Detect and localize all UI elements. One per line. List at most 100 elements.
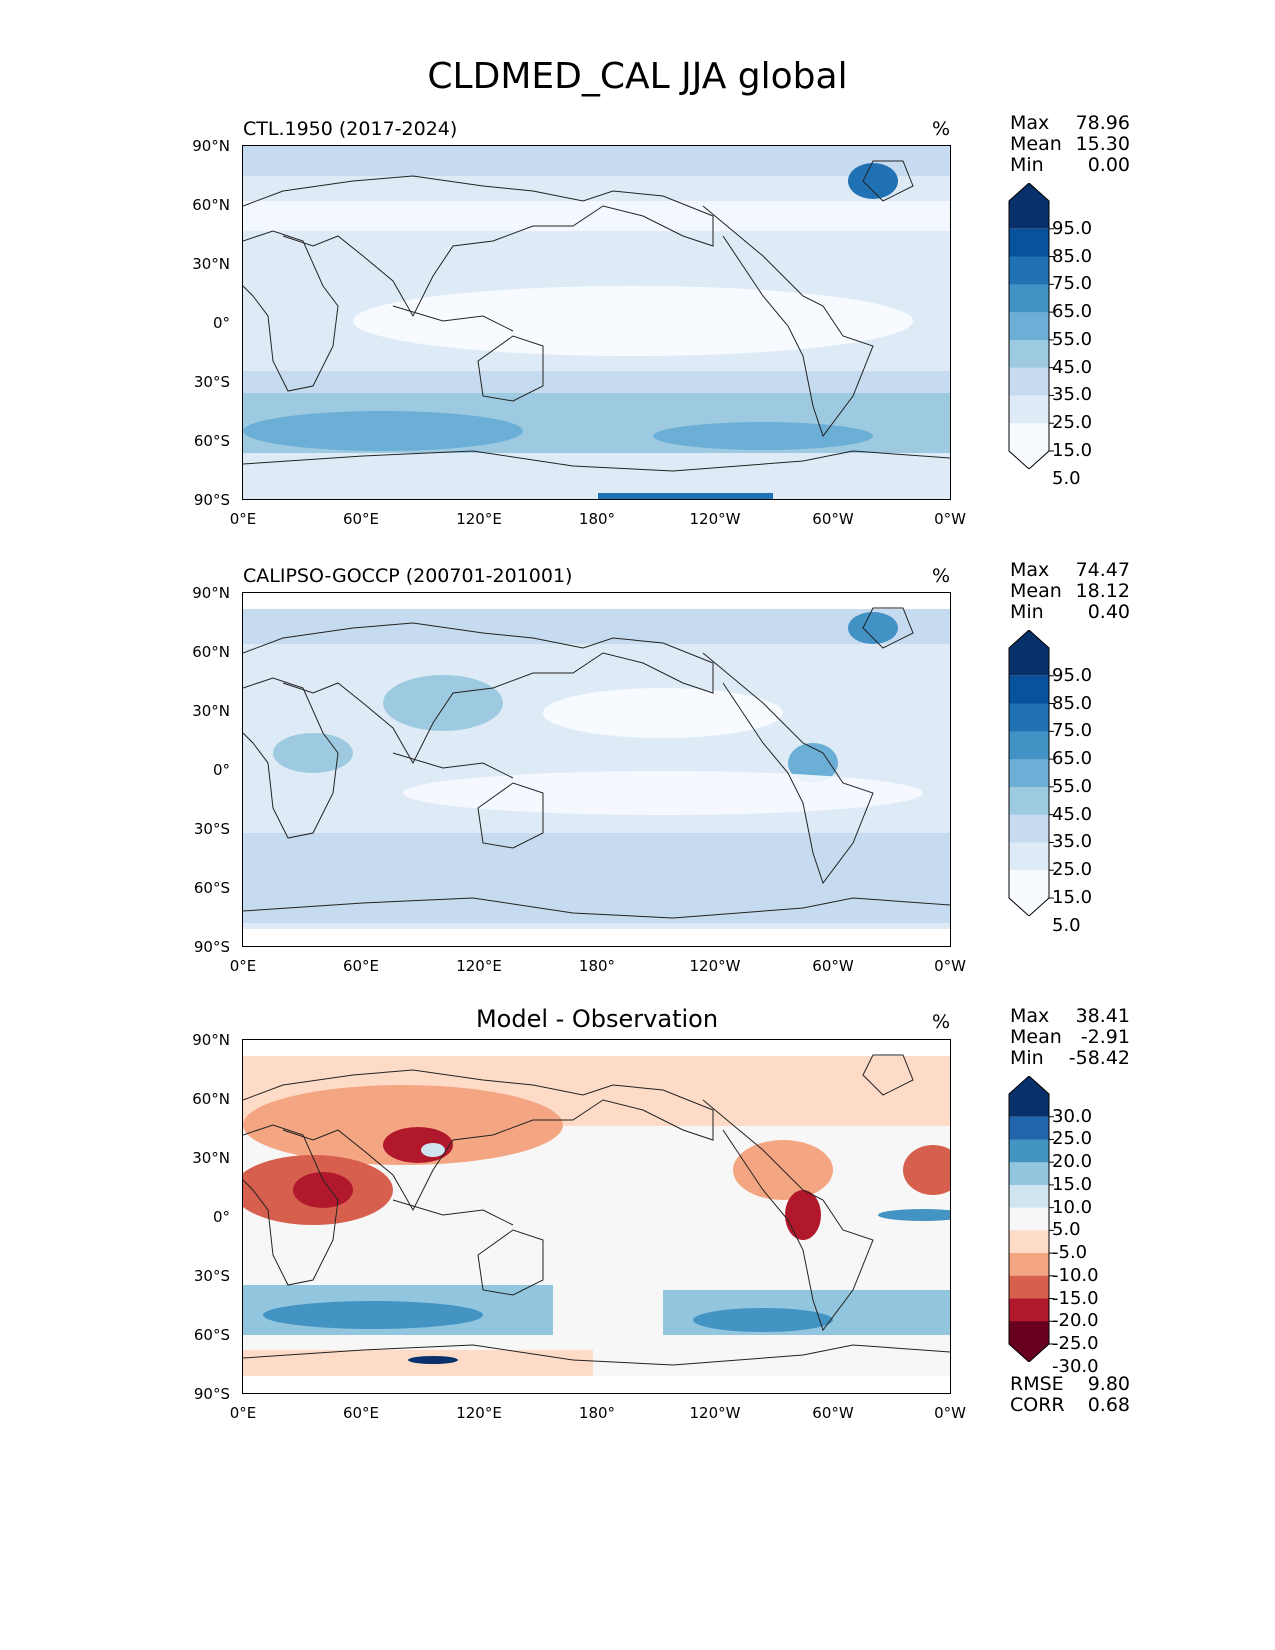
stat-min-label: Min xyxy=(1010,154,1044,176)
colorbar-swatch xyxy=(1009,256,1049,285)
colorbar-label: 55.0 xyxy=(1052,328,1093,350)
lat-tick: 0° xyxy=(212,1208,230,1226)
lon-tick: 120°E xyxy=(456,957,502,975)
lat-tick: 60°N xyxy=(192,1090,230,1108)
lon-tick: 60°E xyxy=(342,957,380,975)
tropical-clear-zone xyxy=(353,286,913,356)
rmse-label: RMSE xyxy=(1010,1373,1064,1395)
lat-tick: 90°S xyxy=(193,938,230,956)
stat-mean-label: Mean xyxy=(1010,1026,1062,1048)
colorbar-swatch xyxy=(1009,284,1049,313)
stat-max-label: Max xyxy=(1010,1005,1050,1027)
lat-tick: 30°N xyxy=(192,1149,230,1167)
atlantic-negative-band xyxy=(878,1209,950,1221)
colorbar-label: 45.0 xyxy=(1052,803,1093,825)
map-plot xyxy=(242,145,951,500)
storm-track-core-indian xyxy=(243,411,523,451)
corr-value: 0.68 xyxy=(1087,1394,1130,1416)
stats-block: Max 74.47 Mean 18.12 Min 0.40 xyxy=(1010,559,1130,623)
lon-tick: 60°E xyxy=(342,1404,380,1422)
colorbar-label: 75.0 xyxy=(1052,720,1093,742)
andes-bias-core xyxy=(785,1190,821,1240)
lat-tick: 30°S xyxy=(193,1267,230,1285)
panel-title: CALIPSO-GOCCP (200701-201001) xyxy=(243,565,573,587)
colorbar-swatch xyxy=(1009,842,1049,871)
colorbar-swatch xyxy=(1009,1230,1049,1254)
colorbar-swatch xyxy=(1009,1298,1049,1322)
colorbar-label: 5.0 xyxy=(1052,467,1081,489)
coastlines xyxy=(243,1054,950,1366)
lon-tick: 180° xyxy=(578,957,616,975)
lon-tick: 60°W xyxy=(812,510,854,528)
atlantic-bias xyxy=(903,1145,950,1195)
colorbar-label: 95.0 xyxy=(1052,664,1093,686)
greenland-max xyxy=(848,612,898,644)
lat-tick: 30°N xyxy=(192,255,230,273)
colorbar-swatch xyxy=(1009,312,1049,341)
colorbar-swatch xyxy=(1009,1275,1049,1300)
colorbar-label: -30.0 xyxy=(1052,1355,1099,1377)
colorbar-swatch xyxy=(1009,675,1049,705)
colorbar xyxy=(1008,183,1054,469)
unit-label: % xyxy=(932,565,951,587)
lat-tick: 30°S xyxy=(193,820,230,838)
lon-tick: 180° xyxy=(578,1404,616,1422)
panel-title: Model - Observation xyxy=(475,1005,719,1033)
map-plot xyxy=(242,592,951,947)
colorbar-label: 75.0 xyxy=(1052,273,1093,295)
lon-tick: 0°E xyxy=(229,1404,257,1422)
colorbar-swatch xyxy=(1009,367,1049,396)
stat-mean-label: Mean xyxy=(1010,133,1062,155)
lat-tick: 0° xyxy=(212,314,230,332)
lon-tick: 180° xyxy=(578,510,616,528)
colorbar-label: 35.0 xyxy=(1052,384,1093,406)
lon-tick: 60°W xyxy=(812,1404,854,1422)
colorbar-label: 65.0 xyxy=(1052,748,1093,770)
colorbar-label: 65.0 xyxy=(1052,301,1093,323)
map-canvas xyxy=(243,1054,950,1376)
tibet-negative-patch xyxy=(421,1143,445,1157)
asia-cloud-area xyxy=(383,675,503,731)
colorbar-swatch xyxy=(1009,395,1049,424)
colorbar-label: -25.0 xyxy=(1052,1333,1099,1354)
greenland-max xyxy=(848,163,898,199)
colorbar-swatch xyxy=(1009,1162,1049,1186)
coastlines xyxy=(243,607,950,919)
colorbar-swatch xyxy=(1009,814,1049,843)
rmse-value: 9.80 xyxy=(1087,1373,1130,1395)
asia-bias-core xyxy=(383,1127,453,1163)
map-plot xyxy=(242,1039,951,1394)
colorbar-label: 15.0 xyxy=(1052,440,1093,461)
lon-tick: 0°W xyxy=(934,957,966,975)
colorbar-swatch xyxy=(1009,339,1049,369)
stats-block: Max 38.41 Mean -2.91 Min -58.42 xyxy=(1010,1005,1130,1069)
lat-tick: 90°N xyxy=(192,584,230,602)
stat-max-value: 78.96 xyxy=(1075,112,1130,134)
colorbar-label: 15.0 xyxy=(1052,1173,1093,1195)
colorbar-label: 25.0 xyxy=(1052,1128,1093,1150)
lat-tick: 0° xyxy=(212,761,230,779)
stat-max-value: 38.41 xyxy=(1075,1005,1130,1027)
stat-min-value: -58.42 xyxy=(1068,1047,1130,1069)
colorbar-label: 85.0 xyxy=(1052,245,1093,267)
lat-tick: 90°S xyxy=(193,1385,230,1403)
lat-tick: 60°S xyxy=(193,1326,230,1344)
lat-tick: 30°N xyxy=(192,702,230,720)
colorbar-label: 55.0 xyxy=(1052,775,1093,797)
southern-negative-core-2 xyxy=(693,1308,833,1332)
colorbar-swatch xyxy=(1009,731,1049,760)
stat-mean-label: Mean xyxy=(1010,580,1062,602)
colorbar-label: 45.0 xyxy=(1052,356,1093,378)
colorbar-label: 95.0 xyxy=(1052,217,1093,239)
colorbar-swatch xyxy=(1009,1184,1049,1209)
colorbar-label: -15.0 xyxy=(1052,1287,1099,1309)
subtropical-clear-band-n xyxy=(243,201,950,231)
figure-title: CLDMED_CAL JJA global xyxy=(427,56,848,97)
colorbar-swatch xyxy=(1009,1076,1049,1117)
metrics-block: RMSE 9.80 CORR 0.68 xyxy=(1010,1373,1130,1416)
colorbar-swatch xyxy=(1009,1253,1049,1277)
africa-cloud-area xyxy=(273,733,353,773)
unit-label: % xyxy=(932,118,951,140)
colorbar-label: 15.0 xyxy=(1052,887,1093,908)
stat-min-value: 0.40 xyxy=(1087,601,1130,623)
